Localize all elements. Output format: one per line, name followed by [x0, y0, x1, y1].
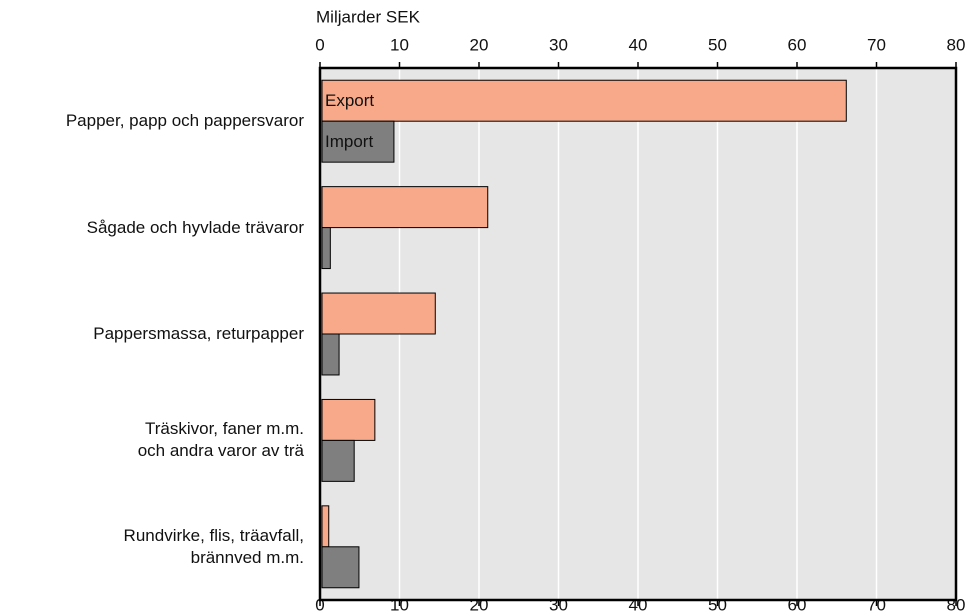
x-tick-label: 50 — [708, 595, 727, 614]
x-tick-label: 10 — [390, 35, 409, 54]
x-tick-label: 20 — [470, 595, 489, 614]
x-tick-label: 60 — [788, 35, 807, 54]
x-tick-label: 20 — [470, 35, 489, 54]
bar — [321, 546, 360, 589]
x-tick-label: 30 — [549, 35, 568, 54]
x-tick-label: 70 — [867, 595, 886, 614]
x-tick-label: 80 — [947, 35, 966, 54]
axis-title: Miljarder SEK — [316, 7, 421, 26]
plot-frame — [318, 66, 958, 602]
x-tick-label: 0 — [315, 35, 324, 54]
x-tick-label: 70 — [867, 35, 886, 54]
category-label: Träskivor, faner m.m. och andra varor av… — [137, 419, 304, 461]
x-tick-label: 10 — [390, 595, 409, 614]
category-label: Pappersmassa, returpapper — [93, 324, 304, 343]
category-label: Sågade och hyvlade trävaror — [86, 217, 304, 237]
bar — [321, 120, 395, 163]
bar — [321, 227, 331, 270]
legend-label: Import — [325, 132, 373, 151]
x-tick-label: 50 — [708, 35, 727, 54]
bar — [321, 79, 847, 122]
bar — [321, 439, 355, 482]
bar — [321, 333, 340, 376]
bar — [321, 292, 436, 335]
x-tick-label: 40 — [629, 595, 648, 614]
category-label: Papper, papp och pappersvaror — [65, 111, 304, 131]
legend-label: Export — [325, 91, 374, 110]
x-tick-label: 0 — [315, 595, 324, 614]
x-tick-label: 40 — [629, 35, 648, 54]
x-tick-label: 30 — [549, 595, 568, 614]
x-tick-label: 60 — [788, 595, 807, 614]
bar — [321, 398, 376, 441]
bar — [321, 186, 489, 229]
bar — [321, 505, 330, 548]
category-label: Rundvirke, flis, träavfall, brännved m.m… — [123, 525, 304, 567]
